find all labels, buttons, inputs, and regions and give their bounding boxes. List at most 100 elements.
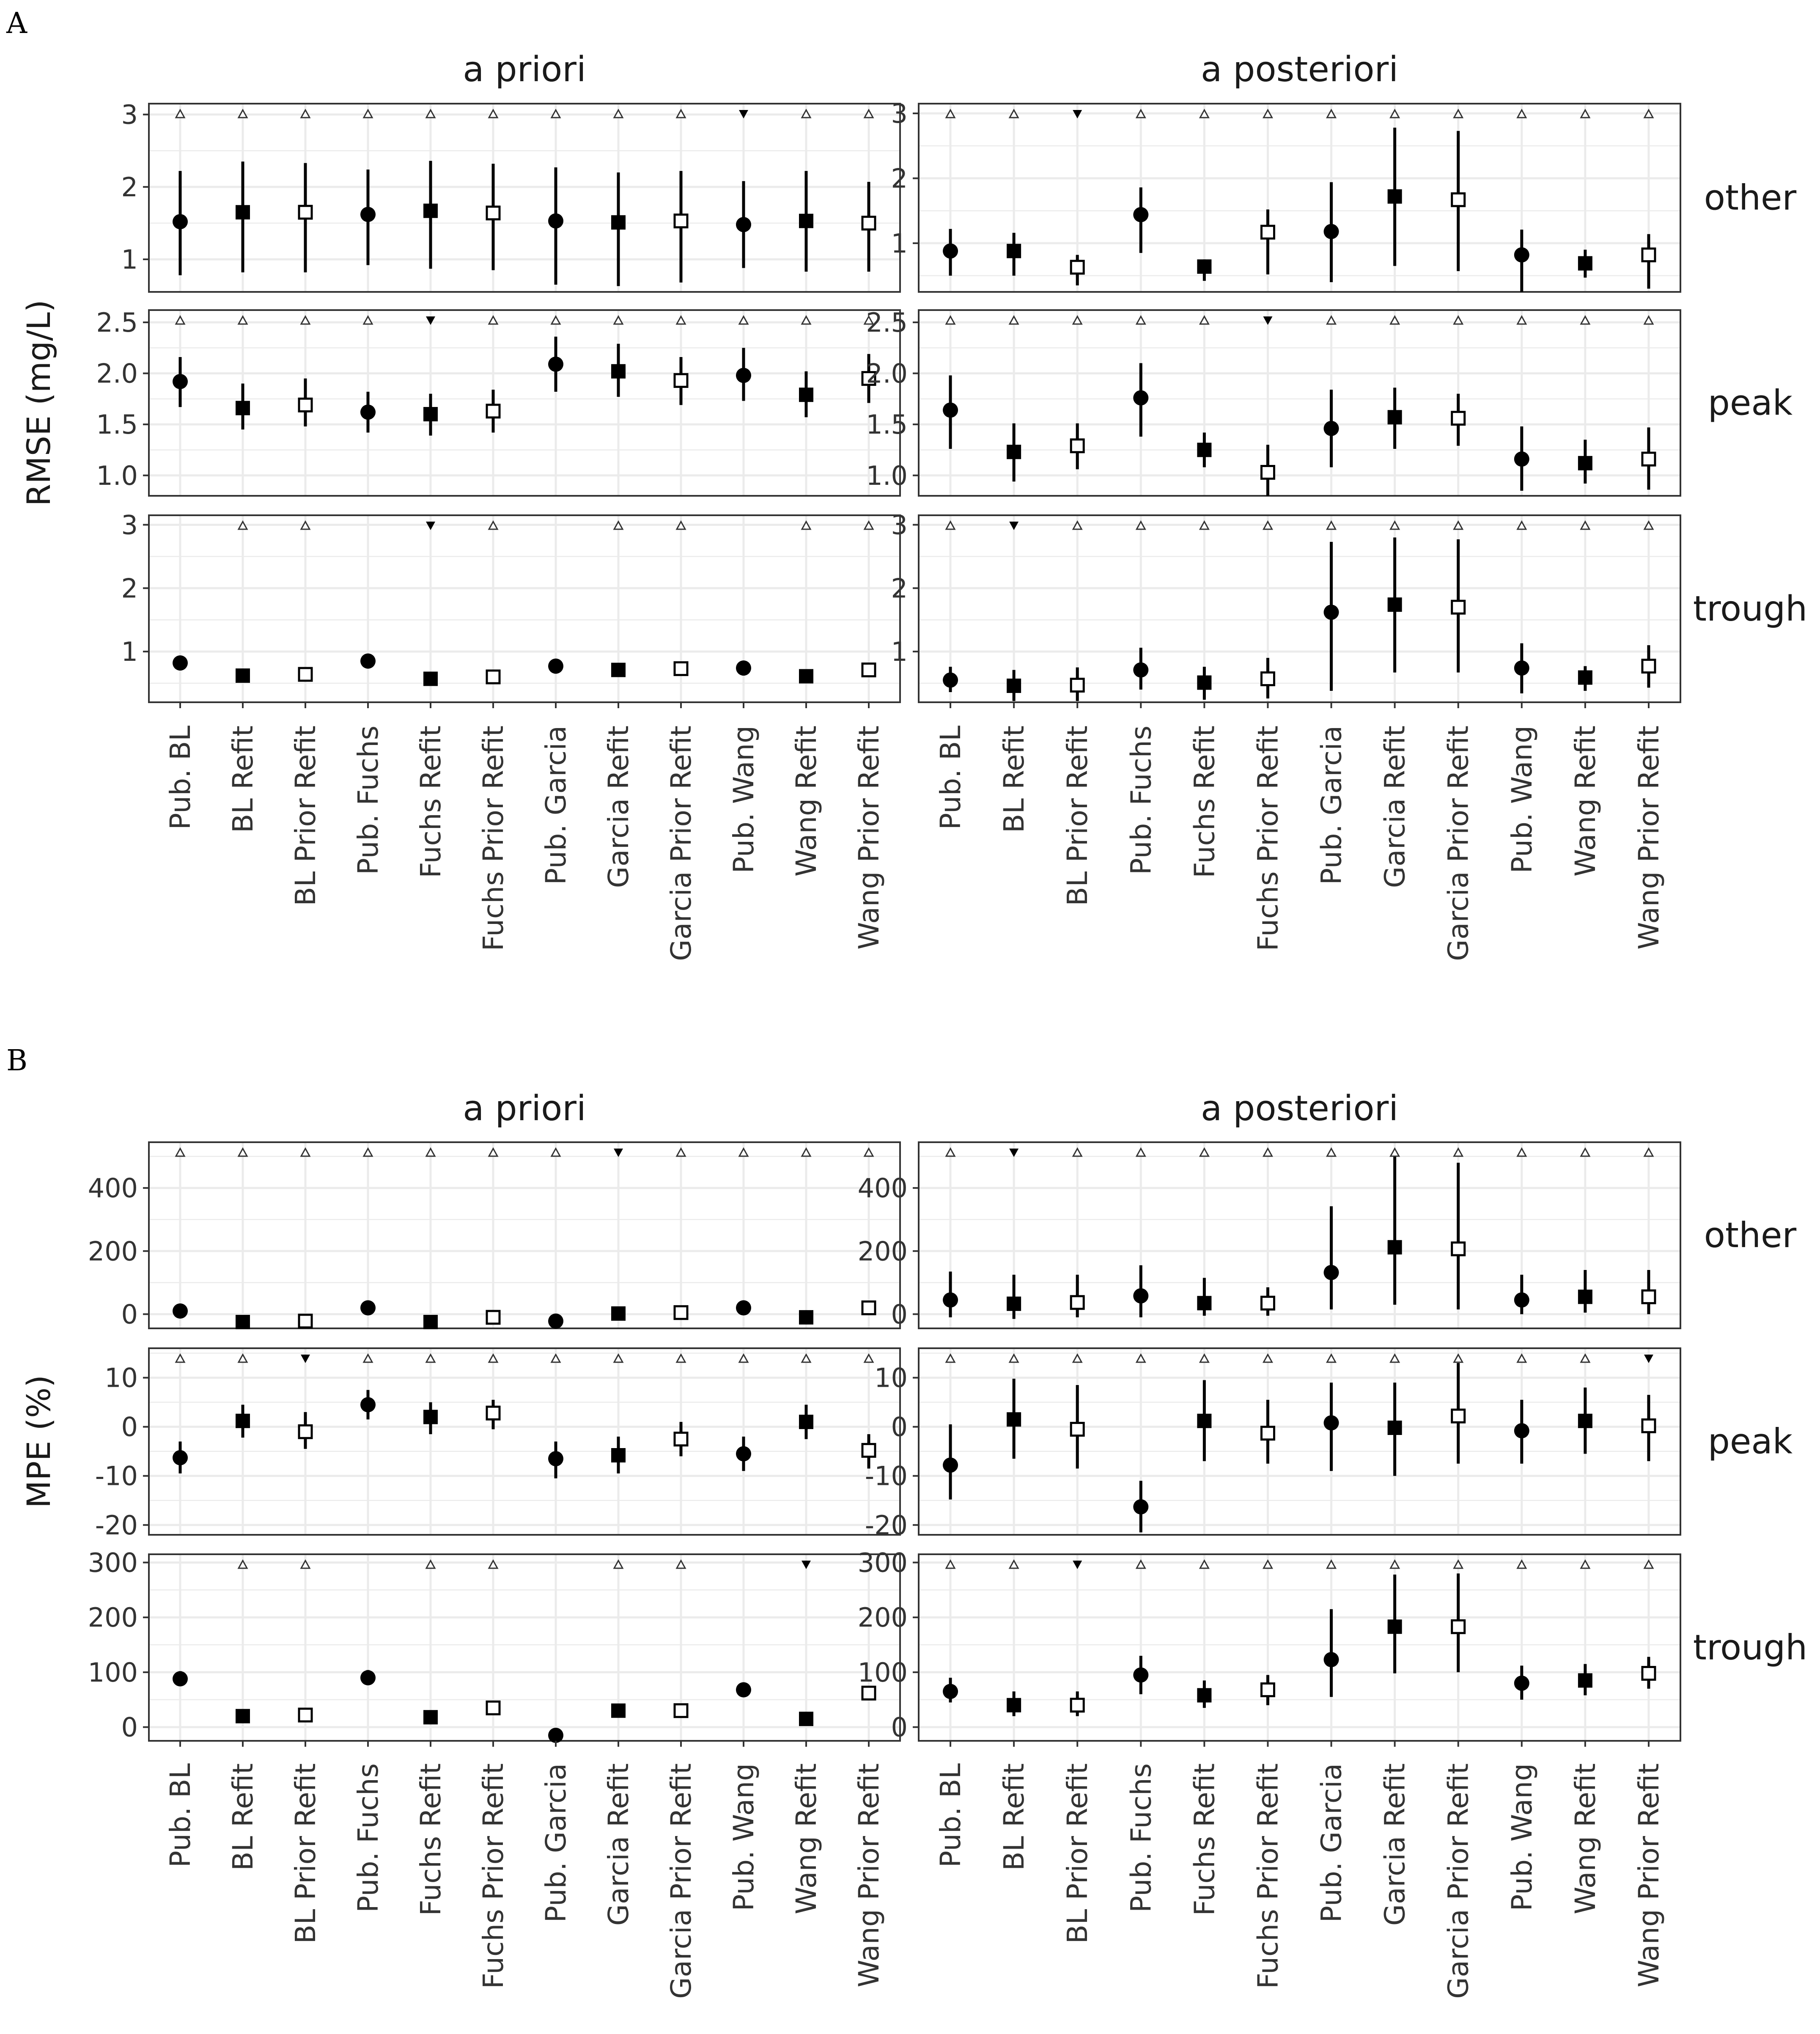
point-pub-wang — [1514, 1292, 1529, 1308]
x-tick-label-wang-refit: Wang Refit — [790, 726, 823, 877]
point-garcia-prior-refit — [1451, 599, 1466, 615]
point-pub-fuchs — [1133, 1288, 1149, 1304]
indicator-open-wang-prior-refit — [1643, 108, 1654, 118]
indicator-open-fuchs-refit — [425, 1147, 436, 1157]
x-tick-label-bl-refit: BL Refit — [227, 1763, 259, 1871]
y-tick-label: 3 — [891, 98, 908, 129]
indicator-open-garcia-refit — [613, 1353, 624, 1363]
point-wang-prior-refit — [1641, 1289, 1656, 1304]
indicator-open-pub-garcia — [1326, 520, 1337, 530]
point-garcia-refit — [611, 1703, 626, 1718]
point-wang-refit — [799, 214, 813, 228]
indicator-open-garcia-refit — [1389, 315, 1400, 325]
point-wang-refit — [799, 1310, 813, 1325]
x-tick-label-bl-prior-refit: BL Prior Refit — [289, 726, 322, 906]
column-title-a-posteriori: a posteriori — [1201, 1088, 1398, 1129]
facet-A-peak-a-priori: 1.0 1.5 2.0 2.5 — [96, 307, 901, 497]
indicator-filled-bl-refit — [1009, 522, 1019, 530]
point-wang-prior-refit — [861, 1443, 876, 1458]
point-pub-bl — [173, 1671, 188, 1687]
charts-root: a priori a posteriori other peak trough RMSE … — [20, 49, 1807, 1999]
x-tick-label-wang-prior-refit: Wang Prior Refit — [1633, 726, 1665, 950]
indicator-open-wang-refit — [801, 520, 812, 530]
point-fuchs-prior-refit — [1260, 671, 1275, 687]
point-garcia-refit — [1387, 410, 1402, 425]
y-tick-label: 0 — [121, 1299, 138, 1330]
indicator-open-bl-prior-refit — [300, 108, 311, 118]
point-garcia-prior-refit — [1451, 1408, 1466, 1424]
facet-border — [148, 1553, 901, 1742]
facet-B-peak-a-posteriori: -20 -10 0 10 — [865, 1347, 1681, 1541]
point-garcia-refit — [1387, 1421, 1402, 1435]
y-tick-label: 2.0 — [866, 358, 908, 389]
indicator-open-fuchs-refit — [1199, 108, 1210, 118]
y-axis-label: RMSE (mg/L) — [20, 300, 58, 506]
x-tick-label-fuchs-refit: Fuchs Refit — [415, 726, 447, 878]
point-fuchs-prior-refit — [486, 205, 501, 220]
point-pub-bl — [173, 214, 188, 229]
point-pub-garcia — [548, 1313, 563, 1329]
x-tick-label-fuchs-prior-refit: Fuchs Prior Refit — [1252, 1763, 1284, 1989]
facet-B-other-a-priori: 0 200 400 — [88, 1141, 901, 1330]
point-pub-bl — [173, 655, 188, 671]
x-tick-label-garcia-refit: Garcia Refit — [602, 1763, 635, 1926]
indicator-open-garcia-prior-refit — [675, 1559, 686, 1569]
y-tick-label: 300 — [88, 1547, 138, 1578]
indicator-open-wang-refit — [801, 1147, 812, 1157]
y-tick-label: 3 — [121, 509, 138, 540]
point-pub-wang — [736, 217, 751, 232]
point-fuchs-prior-refit — [486, 404, 501, 419]
point-bl-prior-refit — [298, 1424, 313, 1439]
indicator-filled-bl-prior-refit — [1073, 110, 1082, 118]
indicator-open-pub-garcia — [550, 1353, 561, 1363]
point-bl-prior-refit — [298, 205, 313, 220]
indicator-open-pub-fuchs — [1135, 108, 1146, 118]
point-bl-refit — [1007, 679, 1021, 693]
point-fuchs-prior-refit — [486, 1405, 501, 1421]
indicator-open-garcia-prior-refit — [675, 108, 686, 118]
point-pub-bl — [173, 1450, 188, 1465]
y-tick-label: 100 — [858, 1657, 908, 1688]
facet-A-other-a-priori: 1 2 3 — [121, 99, 901, 293]
facet-B-trough-a-priori: 0 100 200 300 Pub. BL BL Refit BL Prior Refit P… — [88, 1547, 901, 1999]
facet-B-trough-a-posteriori: 0 100 200 300 Pub. BL BL Refit BL Prior Refit P… — [858, 1547, 1681, 1999]
indicator-open-pub-wang — [1516, 108, 1527, 118]
point-garcia-prior-refit — [673, 213, 689, 228]
indicator-open-garcia-prior-refit — [1453, 108, 1464, 118]
indicator-open-pub-bl — [945, 520, 956, 530]
row-title-peak: peak — [1708, 1422, 1793, 1462]
indicator-open-pub-wang — [1516, 315, 1527, 325]
indicator-open-pub-garcia — [1326, 315, 1337, 325]
point-pub-wang — [1514, 247, 1529, 263]
y-axis-label: MPE (%) — [20, 1375, 58, 1508]
x-tick-label-wang-prior-refit: Wang Prior Refit — [853, 1763, 885, 1987]
y-tick-label: 400 — [88, 1173, 138, 1204]
indicator-open-bl-refit — [1008, 1559, 1019, 1569]
indicator-open-fuchs-refit — [1199, 1559, 1210, 1569]
point-bl-refit — [236, 1413, 250, 1428]
x-tick-label-wang-refit: Wang Refit — [790, 1763, 823, 1914]
point-pub-fuchs — [1133, 207, 1149, 223]
point-fuchs-refit — [1197, 1296, 1212, 1311]
point-pub-garcia — [1323, 605, 1339, 620]
point-wang-prior-refit — [1641, 1666, 1656, 1681]
row-title-trough: trough — [1693, 1628, 1807, 1668]
y-tick-label: 10 — [874, 1363, 908, 1394]
point-bl-refit — [1007, 445, 1021, 459]
x-tick-label-pub-garcia: Pub. Garcia — [1315, 1763, 1348, 1923]
indicator-filled-wang-prior-refit — [1644, 1355, 1653, 1363]
point-fuchs-refit — [1197, 1688, 1212, 1703]
x-tick-label-wang-prior-refit: Wang Prior Refit — [1633, 1763, 1665, 1987]
x-tick-label-bl-prior-refit: BL Prior Refit — [1061, 1763, 1094, 1944]
point-fuchs-prior-refit — [1260, 1426, 1275, 1441]
x-tick-label-fuchs-refit: Fuchs Refit — [415, 1763, 447, 1916]
indicator-open-wang-prior-refit — [1643, 315, 1654, 325]
point-fuchs-refit — [1197, 259, 1212, 274]
indicator-open-bl-prior-refit — [300, 1147, 311, 1157]
point-fuchs-refit — [1197, 675, 1212, 690]
point-wang-refit — [1578, 256, 1592, 271]
indicator-open-wang-prior-refit — [1643, 520, 1654, 530]
indicator-open-wang-prior-refit — [1643, 1147, 1654, 1157]
indicator-open-bl-prior-refit — [1072, 1353, 1083, 1363]
indicator-open-pub-wang — [1516, 1353, 1527, 1363]
